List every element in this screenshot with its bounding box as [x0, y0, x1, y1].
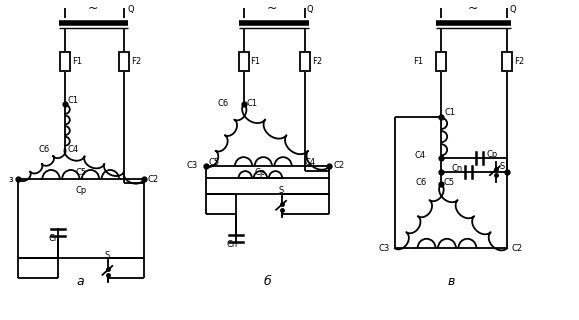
- Text: C3: C3: [379, 244, 390, 253]
- Text: C3: C3: [187, 161, 198, 170]
- Text: ~: ~: [87, 2, 98, 15]
- Text: S: S: [278, 187, 283, 196]
- Text: C6: C6: [218, 99, 229, 108]
- Bar: [300, 52, 310, 71]
- Text: F1: F1: [413, 57, 423, 66]
- Text: F1: F1: [72, 57, 82, 66]
- Bar: [502, 52, 512, 71]
- Text: C2: C2: [148, 175, 159, 184]
- Text: C1: C1: [68, 96, 79, 105]
- Bar: [119, 52, 129, 71]
- Text: ~: ~: [267, 2, 277, 15]
- Text: F2: F2: [312, 57, 322, 66]
- Text: Cp: Cp: [487, 150, 498, 159]
- Text: F2: F2: [514, 57, 524, 66]
- Text: F2: F2: [131, 57, 141, 66]
- Text: S: S: [500, 162, 505, 171]
- Text: C4: C4: [414, 151, 425, 160]
- Text: C1: C1: [247, 99, 258, 108]
- Bar: [60, 52, 70, 71]
- Text: F1: F1: [251, 57, 261, 66]
- Text: б: б: [263, 275, 271, 288]
- Text: C4: C4: [305, 158, 316, 167]
- Text: C2: C2: [334, 161, 345, 170]
- Text: C5: C5: [443, 178, 454, 187]
- Text: Cn: Cn: [451, 164, 462, 173]
- Text: Cn: Cn: [49, 234, 60, 243]
- Text: Cp: Cp: [75, 187, 86, 196]
- Text: C1: C1: [444, 108, 455, 117]
- Text: C5: C5: [208, 158, 219, 167]
- Text: C5: C5: [75, 168, 86, 177]
- Bar: [436, 52, 446, 71]
- Bar: [239, 52, 248, 71]
- Text: Q: Q: [307, 5, 313, 14]
- Text: а: а: [77, 275, 85, 288]
- Text: Cp: Cp: [255, 168, 266, 177]
- Text: в: в: [447, 275, 455, 288]
- Text: C6: C6: [39, 145, 50, 154]
- Text: S: S: [104, 251, 109, 260]
- Text: Q: Q: [127, 5, 134, 14]
- Text: C6: C6: [416, 178, 427, 187]
- Text: C4: C4: [68, 145, 79, 154]
- Text: Cn: Cn: [226, 240, 237, 249]
- Text: C2: C2: [511, 244, 522, 253]
- Text: Q: Q: [509, 5, 516, 14]
- Text: ~: ~: [467, 2, 478, 15]
- Text: з: з: [8, 175, 13, 184]
